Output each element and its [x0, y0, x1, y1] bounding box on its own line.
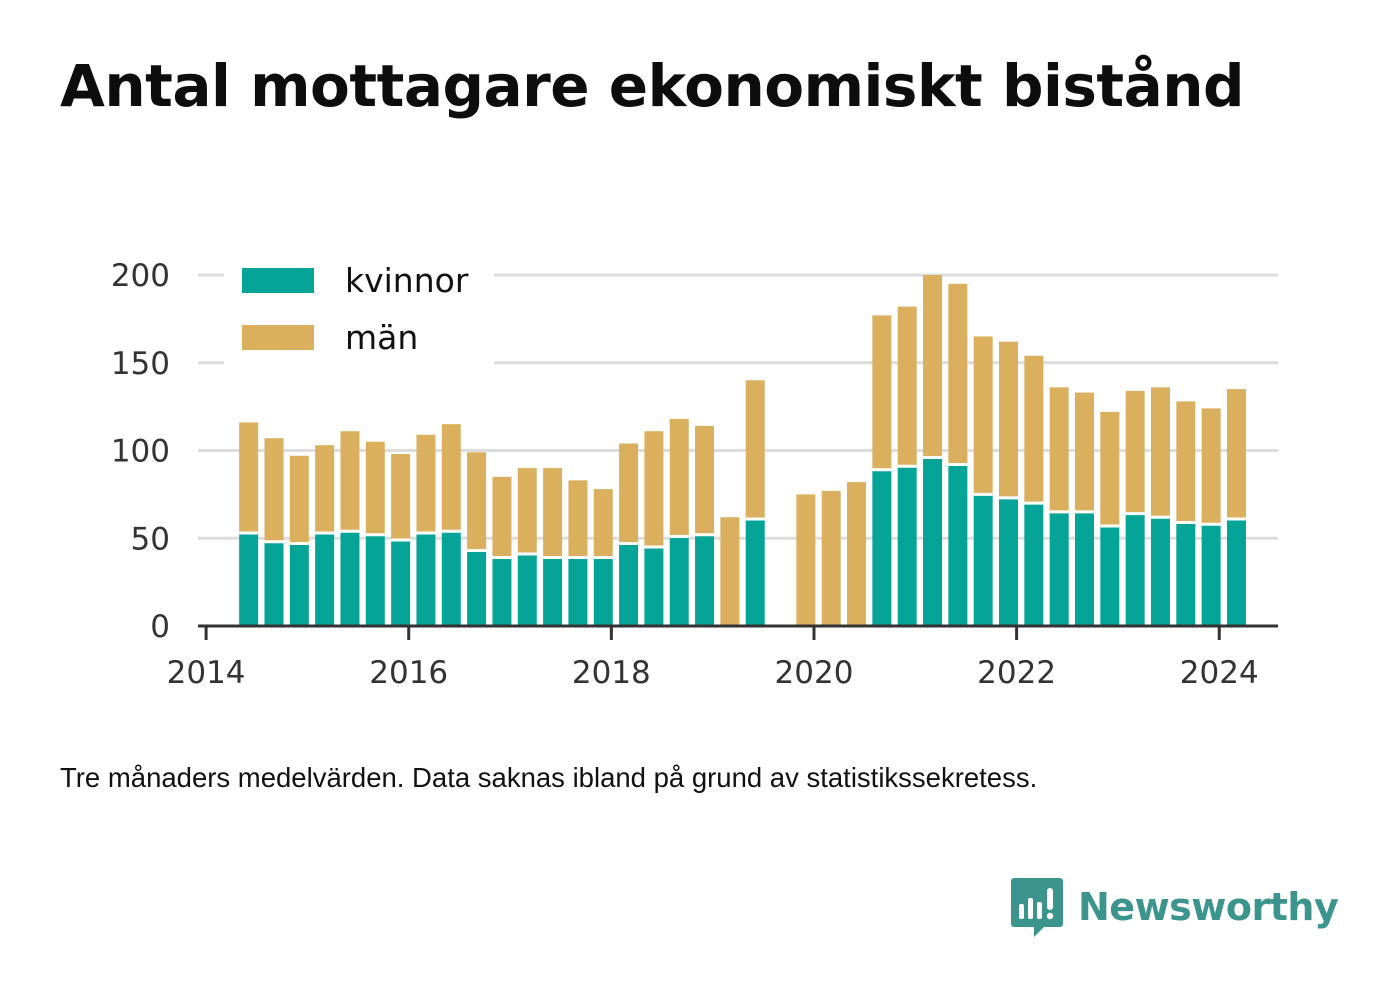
bar-kvinnor: [239, 532, 259, 626]
bar-kvinnor: [441, 531, 461, 626]
bar-man: [340, 431, 360, 532]
chart-note: Tre månaders medelvärden. Data saknas ib…: [60, 762, 1038, 793]
bar-man: [543, 468, 563, 558]
bar-man: [872, 315, 892, 470]
bar-kvinnor: [593, 557, 613, 626]
bar-man: [897, 306, 917, 467]
bar-kvinnor: [391, 540, 411, 626]
bar-kvinnor: [492, 557, 512, 626]
bar-kvinnor: [1176, 522, 1196, 626]
x-tick-label: 2016: [369, 655, 448, 691]
bar-kvinnor: [264, 541, 284, 626]
bar-man: [973, 336, 993, 495]
bar-man: [1201, 408, 1221, 525]
bar-kvinnor: [1049, 511, 1069, 626]
bar-kvinnor: [1100, 525, 1120, 626]
stacked-bar-chart: 0 50 100 150 200 2014 2016 2018 2020 2022 2024 kvi…: [110, 255, 1278, 691]
bar-kvinnor: [543, 557, 563, 626]
legend-swatch-man: [242, 325, 314, 350]
y-tick-label: 150: [111, 346, 170, 382]
bar-man: [593, 489, 613, 558]
bar-man: [315, 445, 335, 533]
bar-man: [289, 455, 309, 544]
bar-man: [467, 452, 487, 551]
x-tick-label: 2022: [977, 655, 1056, 691]
bar-man: [1024, 355, 1044, 504]
bar-man: [264, 438, 284, 542]
bar-kvinnor: [517, 554, 537, 626]
bar-kvinnor: [923, 457, 943, 626]
bar-kvinnor: [669, 536, 689, 626]
bar-man: [695, 425, 715, 535]
bar-kvinnor: [340, 531, 360, 626]
x-tick-label: 2024: [1180, 655, 1259, 691]
legend-label: kvinnor: [345, 261, 469, 300]
bar-man: [1176, 401, 1196, 523]
bar-man: [441, 424, 461, 532]
axes: 0 50 100 150 200 2014 2016 2018 2020 2022 2024: [111, 258, 1278, 691]
bar-kvinnor: [568, 557, 588, 626]
bar-man: [1074, 392, 1094, 512]
brand-logo: Newsworthy: [1010, 876, 1339, 938]
bar-kvinnor: [416, 532, 436, 626]
y-tick-label: 0: [150, 609, 170, 645]
bar-man: [1049, 387, 1069, 512]
bar-kvinnor: [467, 550, 487, 626]
bar-man: [796, 494, 816, 626]
x-tick-label: 2020: [775, 655, 854, 691]
legend: kvinnor män: [224, 255, 494, 367]
bar-man: [669, 418, 689, 537]
bar-kvinnor: [745, 518, 765, 626]
bar-man: [821, 490, 841, 626]
bar-man: [1125, 390, 1145, 514]
y-tick-label: 200: [111, 258, 170, 294]
bar-kvinnor: [999, 497, 1019, 626]
bar-man: [745, 380, 765, 519]
bar-kvinnor: [1201, 524, 1221, 626]
y-tick-label: 100: [111, 434, 170, 470]
bar-man: [948, 283, 968, 465]
legend-label: män: [345, 318, 418, 357]
brand-name: Newsworthy: [1078, 885, 1339, 929]
bar-kvinnor: [1074, 511, 1094, 626]
bar-kvinnor: [948, 464, 968, 626]
bar-man: [416, 434, 436, 533]
legend-swatch-kvinnor: [242, 268, 314, 293]
bar-kvinnor: [1226, 518, 1246, 626]
bar-man: [847, 482, 867, 626]
y-tick-label: 50: [131, 521, 170, 557]
bar-kvinnor: [872, 469, 892, 626]
bar-man: [923, 275, 943, 458]
bar-man: [1100, 411, 1120, 526]
bar-kvinnor: [973, 494, 993, 626]
bar-kvinnor: [1150, 517, 1170, 626]
bar-man: [391, 454, 411, 541]
bar-man: [644, 431, 664, 548]
bar-man: [365, 441, 385, 535]
bar-kvinnor: [695, 534, 715, 626]
bar-kvinnor: [289, 543, 309, 626]
bar-kvinnor: [897, 466, 917, 626]
bar-kvinnor: [1125, 513, 1145, 626]
bars: [239, 275, 1246, 626]
bar-man: [568, 480, 588, 558]
x-tick-label: 2018: [572, 655, 651, 691]
bar-kvinnor: [365, 534, 385, 626]
chart-title: Antal mottagare ekonomiskt bistånd: [60, 52, 1245, 120]
bar-man: [619, 443, 639, 544]
bar-man: [999, 341, 1019, 498]
bar-man: [239, 422, 259, 533]
bar-man: [720, 517, 740, 626]
bar-kvinnor: [644, 547, 664, 626]
bar-kvinnor: [619, 543, 639, 626]
bar-kvinnor: [315, 532, 335, 626]
bar-man: [517, 468, 537, 555]
x-tick-label: 2014: [167, 655, 246, 691]
bar-kvinnor: [1024, 503, 1044, 626]
bar-man: [1150, 387, 1170, 518]
bar-man: [492, 476, 512, 558]
bar-man: [1226, 389, 1246, 519]
newsworthy-bar-chart-icon: [1011, 878, 1063, 937]
